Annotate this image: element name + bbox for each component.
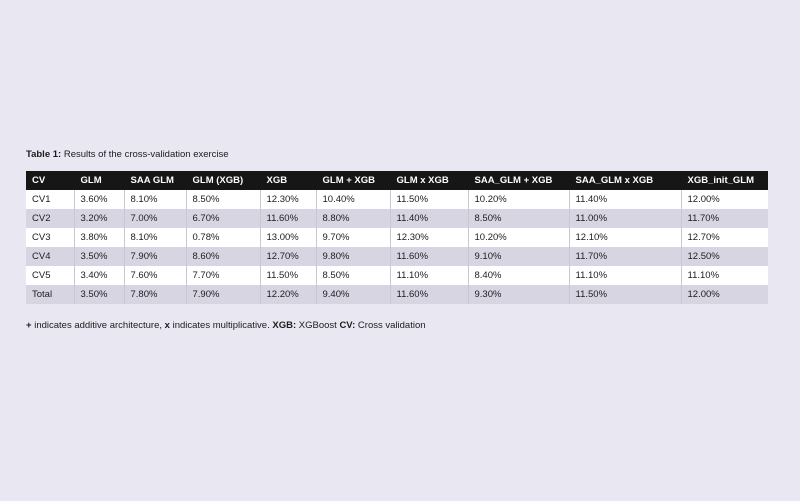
table-cell: 12.30%	[389, 228, 468, 247]
table-row: CV1 3.60% 8.10% 8.50% 12.30% 10.40% 11.5…	[26, 190, 768, 209]
column-header: GLM (XGB)	[185, 171, 260, 190]
table-cell: 11.70%	[680, 209, 768, 228]
table-cell: 11.00%	[568, 209, 681, 228]
caption-label: Table 1:	[26, 149, 62, 160]
x-symbol: x	[164, 320, 170, 331]
table-cell: 8.50%	[467, 209, 569, 228]
table-cell: CV2	[26, 209, 74, 228]
table-cell: 12.20%	[259, 285, 316, 304]
plus-symbol: +	[26, 320, 32, 331]
table-cell: 11.50%	[568, 285, 681, 304]
table-cell: 9.10%	[467, 247, 569, 266]
table-cell: 3.80%	[73, 228, 124, 247]
table-cell: 11.50%	[259, 266, 316, 285]
table-cell: 10.20%	[467, 190, 569, 209]
table-cell: 7.00%	[123, 209, 186, 228]
column-header: CV	[26, 171, 74, 190]
column-header: XGB_init_GLM	[680, 171, 768, 190]
column-header: GLM + XGB	[315, 171, 390, 190]
table-row: CV2 3.20% 7.00% 6.70% 11.60% 8.80% 11.40…	[26, 209, 768, 228]
caption-text: Results of the cross-validation exercise	[61, 149, 229, 160]
table-cell: 8.10%	[123, 190, 186, 209]
plus-text: indicates additive architecture,	[31, 320, 165, 331]
table-cell: 12.50%	[680, 247, 768, 266]
table-cell: 8.50%	[185, 190, 260, 209]
column-header: GLM x XGB	[389, 171, 468, 190]
table-cell: 11.40%	[389, 209, 468, 228]
table-cell: 6.70%	[185, 209, 260, 228]
table-cell: 12.00%	[680, 190, 768, 209]
results-table: CV GLM SAA GLM GLM (XGB) XGB GLM + XGB G…	[26, 171, 768, 304]
table-cell: 11.10%	[568, 266, 681, 285]
table-cell: 8.50%	[315, 266, 390, 285]
table-cell: 12.70%	[259, 247, 316, 266]
table-row-total: Total 3.50% 7.80% 7.90% 12.20% 9.40% 11.…	[26, 285, 768, 304]
table-cell: 11.10%	[389, 266, 468, 285]
xgb-text: XGBoost	[296, 320, 340, 331]
table-cell: 9.80%	[315, 247, 390, 266]
table-header-row: CV GLM SAA GLM GLM (XGB) XGB GLM + XGB G…	[26, 171, 768, 190]
table-cell: 8.10%	[123, 228, 186, 247]
table-footnote: + indicates additive architecture, x ind…	[26, 320, 426, 332]
table-cell: 8.40%	[467, 266, 569, 285]
table-cell: 9.70%	[315, 228, 390, 247]
table-cell: Total	[26, 285, 74, 304]
column-header: SAA_GLM x XGB	[568, 171, 681, 190]
table-cell: 9.40%	[315, 285, 390, 304]
table-cell: 7.60%	[123, 266, 186, 285]
table-cell: 11.40%	[568, 190, 681, 209]
table-row: CV5 3.40% 7.60% 7.70% 11.50% 8.50% 11.10…	[26, 266, 768, 285]
x-text: indicates multiplicative.	[169, 320, 273, 331]
table-cell: 3.50%	[73, 247, 124, 266]
table-row: CV3 3.80% 8.10% 0.78% 13.00% 9.70% 12.30…	[26, 228, 768, 247]
table-cell: 10.40%	[315, 190, 390, 209]
table-cell: 3.60%	[73, 190, 124, 209]
table-cell: 10.20%	[467, 228, 569, 247]
table-caption: Table 1: Results of the cross-validation…	[26, 149, 229, 161]
table-cell: 12.30%	[259, 190, 316, 209]
table-cell: 8.80%	[315, 209, 390, 228]
cv-label: CV:	[339, 320, 356, 331]
table-row: CV4 3.50% 7.90% 8.60% 12.70% 9.80% 11.60…	[26, 247, 768, 266]
column-header: GLM	[73, 171, 124, 190]
table-cell: 7.70%	[185, 266, 260, 285]
table-cell: 3.20%	[73, 209, 124, 228]
column-header: XGB	[259, 171, 316, 190]
cv-text: Cross validation	[355, 320, 426, 331]
table-cell: 12.00%	[680, 285, 768, 304]
table-cell: 11.50%	[389, 190, 468, 209]
xgb-label: XGB:	[272, 320, 297, 331]
column-header: SAA_GLM + XGB	[467, 171, 569, 190]
table-cell: 9.30%	[467, 285, 569, 304]
table-cell: CV1	[26, 190, 74, 209]
table-cell: 11.60%	[259, 209, 316, 228]
table-cell: 11.60%	[389, 247, 468, 266]
table-cell: 7.90%	[123, 247, 186, 266]
table-cell: 3.50%	[73, 285, 124, 304]
table-cell: 11.60%	[389, 285, 468, 304]
table-cell: 11.10%	[680, 266, 768, 285]
table-cell: 0.78%	[185, 228, 260, 247]
table-cell: CV4	[26, 247, 74, 266]
column-header: SAA GLM	[123, 171, 186, 190]
table-cell: 3.40%	[73, 266, 124, 285]
table-cell: 13.00%	[259, 228, 316, 247]
table-cell: CV5	[26, 266, 74, 285]
table-cell: 8.60%	[185, 247, 260, 266]
table-cell: 7.90%	[185, 285, 260, 304]
table-cell: 12.10%	[568, 228, 681, 247]
table-cell: CV3	[26, 228, 74, 247]
table-cell: 12.70%	[680, 228, 768, 247]
table-cell: 11.70%	[568, 247, 681, 266]
table-cell: 7.80%	[123, 285, 186, 304]
